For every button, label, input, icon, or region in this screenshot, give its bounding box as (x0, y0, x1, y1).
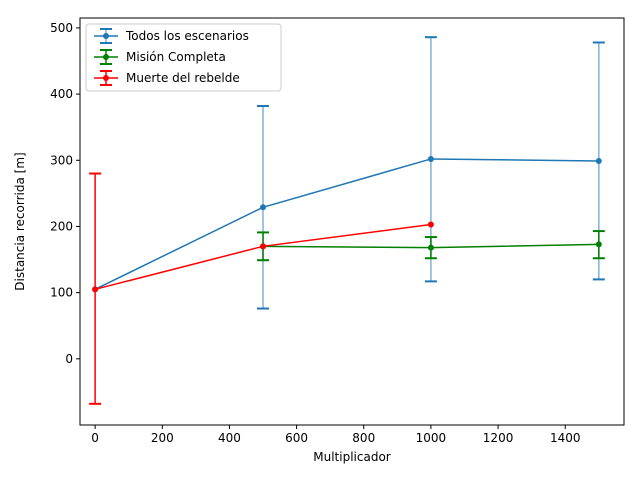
legend-label: Muerte del rebelde (126, 71, 240, 85)
data-point (595, 241, 602, 248)
legend-marker (103, 54, 109, 60)
data-point (595, 157, 602, 164)
x-axis-label: Multiplicador (313, 450, 391, 464)
data-point (427, 221, 434, 228)
series-line (94, 158, 599, 291)
x-tick-label: 600 (285, 431, 308, 445)
y-tick-label: 100 (50, 286, 73, 300)
x-tick-label: 1200 (483, 431, 514, 445)
series-points (92, 155, 602, 293)
legend-label: Todos los escenarios (125, 29, 249, 43)
x-axis-ticks: 0 200 400 600 800 1000 1200 1400 (91, 425, 581, 445)
x-tick-label: 1400 (550, 431, 581, 445)
x-tick-label: 800 (352, 431, 375, 445)
y-axis-ticks: 0 100 200 300 400 500 (50, 21, 80, 366)
data-point (427, 244, 434, 251)
legend-marker (103, 75, 109, 81)
data-point (260, 243, 267, 250)
legend-label: Misión Completa (126, 50, 226, 64)
x-tick-label: 1000 (416, 431, 447, 445)
plot-frame (79, 17, 625, 426)
y-axis-label: Distancia recorrida [m] (13, 152, 27, 290)
y-tick-label: 400 (50, 87, 73, 101)
y-tick-label: 200 (50, 219, 73, 233)
legend-marker (103, 33, 109, 39)
data-point (427, 155, 434, 162)
x-tick-label: 0 (91, 431, 99, 445)
data-point (260, 204, 267, 211)
legend: Todos los escenarios Misión Completa Muert… (85, 23, 282, 92)
data-point (92, 286, 99, 293)
x-tick-label: 200 (151, 431, 174, 445)
y-tick-label: 500 (50, 21, 73, 35)
y-tick-label: 300 (50, 153, 73, 167)
x-tick-label: 400 (218, 431, 241, 445)
legend-box (85, 23, 282, 92)
y-tick-label: 0 (65, 352, 73, 366)
